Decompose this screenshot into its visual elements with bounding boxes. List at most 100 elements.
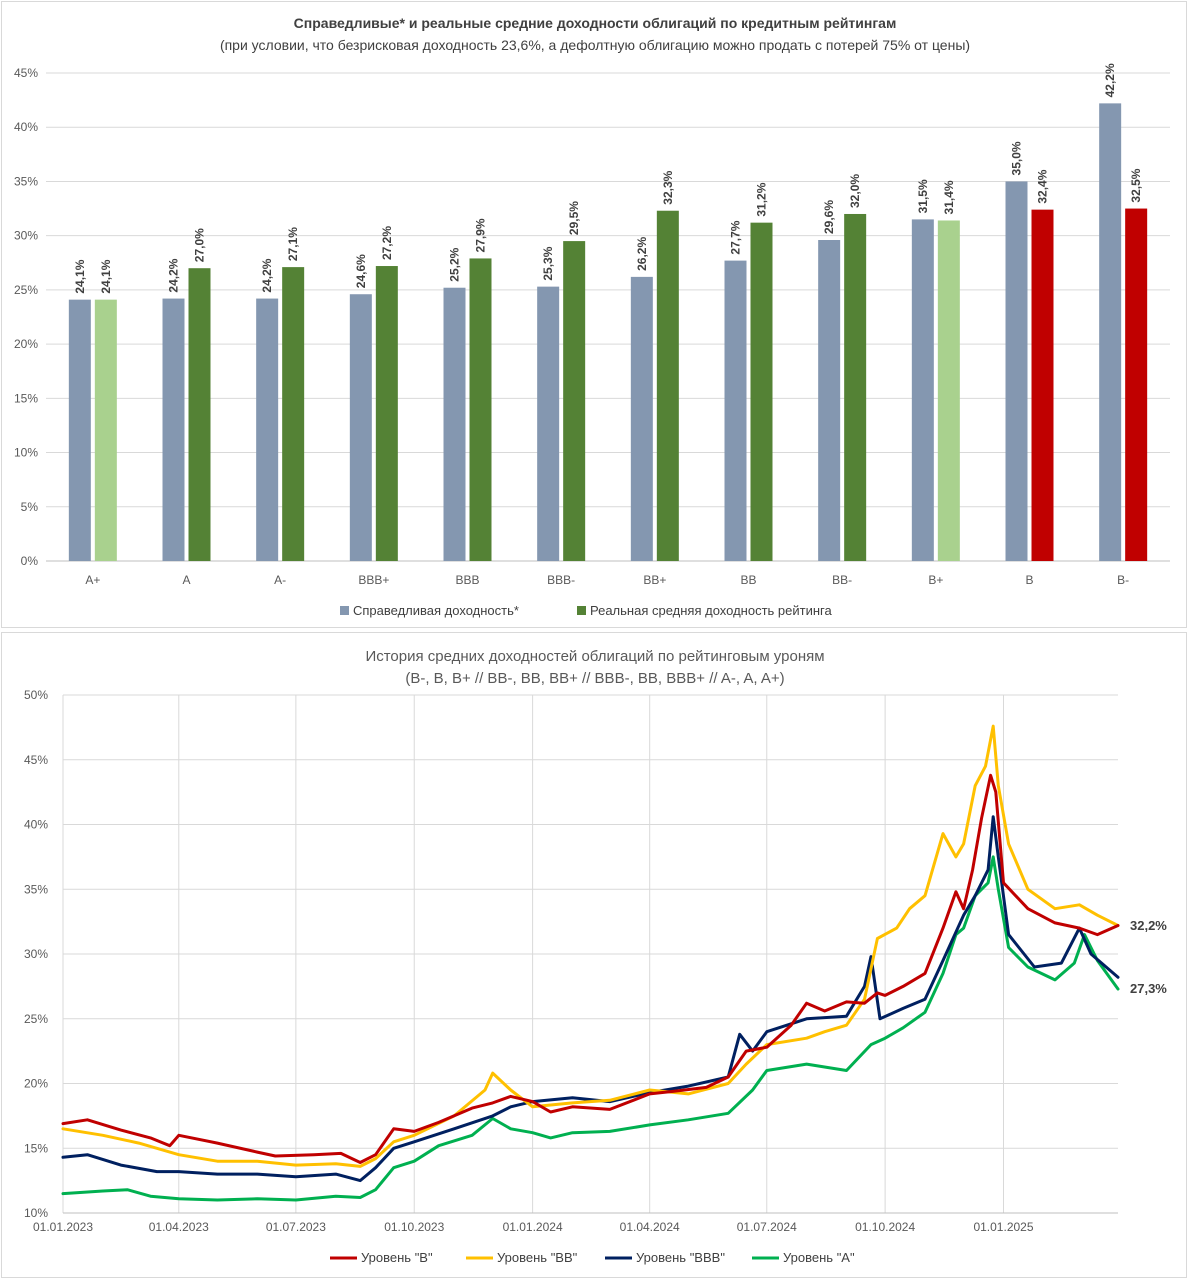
bar-data-label: 29,6% [822, 200, 836, 234]
bar-fair-yield [256, 298, 279, 561]
bar-data-label: 24,2% [167, 258, 181, 292]
bar-y-tick-label: 10% [14, 446, 38, 460]
bar-category-label: BB- [832, 573, 852, 587]
bar-fair-yield [537, 286, 560, 561]
bar-category-label: B+ [928, 573, 943, 587]
line-y-tick-label: 25% [24, 1012, 48, 1026]
line-x-tick-label: 01.04.2024 [620, 1220, 680, 1234]
line-x-tick-label: 01.01.2023 [33, 1220, 93, 1234]
bar-y-tick-label: 20% [14, 337, 38, 351]
bar-fair-yield [1099, 103, 1122, 561]
bar-data-label: 31,4% [942, 180, 956, 214]
bar-data-label: 27,2% [380, 226, 394, 260]
bar-data-label: 27,1% [286, 227, 300, 261]
series-line-bb [61, 724, 1120, 1168]
bar-data-label: 27,0% [193, 228, 207, 262]
bar-data-label: 29,5% [567, 201, 581, 235]
bar-category-label: BBB+ [358, 573, 389, 587]
bar-data-label: 32,0% [848, 174, 862, 208]
bar-y-tick-label: 40% [14, 120, 38, 134]
bar-data-label: 31,2% [755, 182, 769, 216]
end-label-lower: 27,3% [1130, 981, 1167, 996]
bar-data-label: 32,5% [1129, 168, 1143, 202]
bar-y-tick-label: 25% [14, 283, 38, 297]
bar-category-label: A+ [85, 573, 100, 587]
bar-category-label: A- [274, 573, 286, 587]
bar-fair-yield [911, 219, 934, 561]
bar-data-label: 26,2% [635, 237, 649, 271]
bar-real-yield [750, 222, 773, 562]
line-chart-title: История средних доходностей облигаций по… [365, 648, 824, 665]
line-y-tick-label: 20% [24, 1077, 48, 1091]
series-line-bbb [61, 815, 1120, 1183]
bar-real-yield [1125, 208, 1148, 562]
line-y-tick-label: 15% [24, 1141, 48, 1155]
bar-data-label: 32,4% [1036, 169, 1050, 203]
line-y-tick-label: 35% [24, 882, 48, 896]
bar-real-yield [844, 213, 867, 561]
yield-history-chart-panel: История средних доходностей облигаций по… [1, 632, 1187, 1278]
line-x-tick-label: 01.07.2024 [737, 1220, 797, 1234]
bar-category-label: BBB- [547, 573, 575, 587]
legend-label-bbb: Уровень "BBB" [636, 1250, 725, 1265]
bar-category-label: B [1025, 573, 1033, 587]
line-x-tick-label: 01.10.2023 [384, 1220, 444, 1234]
bar-real-yield [375, 266, 398, 561]
bar-data-label: 27,9% [474, 218, 488, 252]
bar-legend: Справедливая доходность* Реальная средня… [340, 603, 832, 618]
bar-y-tick-label: 0% [21, 554, 39, 568]
line-y-tick-label: 45% [24, 753, 48, 767]
line-x-tick-label: 01.01.2025 [973, 1220, 1033, 1234]
end-label-upper: 32,2% [1130, 918, 1167, 933]
bar-data-label: 24,1% [73, 259, 87, 293]
legend-label-fair-yield: Справедливая доходность* [353, 603, 519, 618]
bar-fair-yield [162, 298, 185, 561]
bar-real-yield [1031, 209, 1054, 561]
bar-fair-yield [818, 240, 841, 561]
bar-data-label: 27,7% [729, 220, 743, 254]
line-y-tick-label: 30% [24, 947, 48, 961]
bar-category-label: B- [1117, 573, 1129, 587]
legend-label-real-yield: Реальная средняя доходность рейтинга [590, 603, 832, 618]
bar-data-label: 35,0% [1010, 141, 1024, 175]
bar-y-tick-label: 15% [14, 391, 38, 405]
bar-fair-yield [443, 287, 466, 561]
bar-chart: Справедливые* и реальные средние доходно… [14, 15, 1170, 618]
bar-data-label: 42,2% [1103, 63, 1117, 97]
bar-y-tick-label: 45% [14, 66, 38, 80]
line-y-tick-label: 50% [24, 688, 48, 702]
bar-fair-yield [724, 260, 747, 561]
bar-category-label: BB+ [643, 573, 666, 587]
legend-label-bb: Уровень "BB" [497, 1250, 578, 1265]
line-chart: История средних доходностей облигаций по… [24, 648, 1167, 1265]
legend-label-a: Уровень "А" [783, 1250, 855, 1265]
fair-vs-real-yield-chart-panel: Справедливые* и реальные средние доходно… [1, 1, 1187, 628]
series-line-b [61, 773, 1120, 1164]
line-x-tick-label: 01.10.2024 [855, 1220, 915, 1234]
legend-marker-fair-yield [340, 606, 349, 615]
bar-data-label: 24,6% [354, 254, 368, 288]
bar-category-label: BB [740, 573, 756, 587]
bar-y-tick-label: 30% [14, 229, 38, 243]
bar-data-label: 24,1% [99, 259, 113, 293]
series-line-a [61, 855, 1120, 1202]
bar-category-label: A [182, 573, 190, 587]
bar-real-yield [937, 220, 960, 562]
line-x-tick-label: 01.04.2023 [149, 1220, 209, 1234]
bar-category-label: BBB [455, 573, 479, 587]
bar-data-label: 24,2% [260, 258, 274, 292]
bar-data-label: 31,5% [916, 179, 930, 213]
line-y-tick-label: 40% [24, 818, 48, 832]
bar-chart-title: Справедливые* и реальные средние доходно… [294, 15, 897, 31]
bar-real-yield [469, 258, 492, 561]
bar-data-label: 25,2% [448, 247, 462, 281]
bar-fair-yield [349, 294, 372, 561]
legend-label-b: Уровень "B" [361, 1250, 433, 1265]
bar-real-yield [656, 210, 679, 562]
bar-real-yield [188, 268, 211, 561]
line-legend: Уровень "B" Уровень "BB" Уровень "BBB" У… [330, 1250, 855, 1265]
bar-y-tick-label: 35% [14, 174, 38, 188]
bar-data-label: 25,3% [541, 246, 555, 280]
bar-real-yield [563, 241, 586, 562]
bar-data-label: 32,3% [661, 170, 675, 204]
